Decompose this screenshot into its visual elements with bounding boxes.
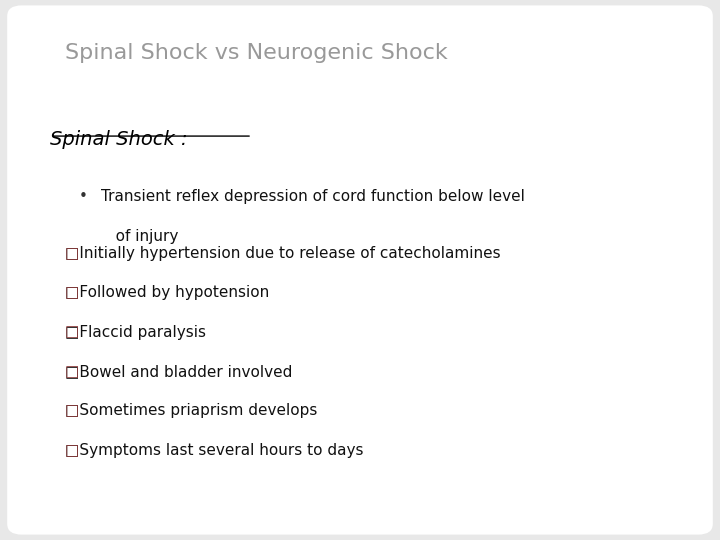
Text: □: □ bbox=[65, 285, 79, 300]
Text: □Flaccid paralysis: □Flaccid paralysis bbox=[65, 325, 206, 340]
Text: □Initially hypertension due to release of catecholamines: □Initially hypertension due to release o… bbox=[65, 246, 500, 261]
Text: □Bowel and bladder involved: □Bowel and bladder involved bbox=[65, 364, 292, 379]
Text: □Followed by hypotension: □Followed by hypotension bbox=[65, 285, 269, 300]
Text: □Sometimes priaprism develops: □Sometimes priaprism develops bbox=[65, 403, 318, 418]
Text: □: □ bbox=[65, 325, 79, 340]
Text: □: □ bbox=[65, 364, 79, 379]
Text: Spinal Shock vs Neurogenic Shock: Spinal Shock vs Neurogenic Shock bbox=[65, 43, 448, 63]
FancyBboxPatch shape bbox=[7, 5, 713, 535]
Text: □Symptoms last several hours to days: □Symptoms last several hours to days bbox=[65, 443, 364, 458]
Text: □: □ bbox=[65, 403, 79, 418]
Text: Transient reflex depression of cord function below level: Transient reflex depression of cord func… bbox=[101, 189, 525, 204]
Text: Spinal Shock :: Spinal Shock : bbox=[50, 130, 188, 148]
Text: □: □ bbox=[65, 246, 79, 261]
Text: of injury: of injury bbox=[101, 230, 178, 245]
Text: □: □ bbox=[65, 443, 79, 458]
Text: •: • bbox=[79, 189, 88, 204]
